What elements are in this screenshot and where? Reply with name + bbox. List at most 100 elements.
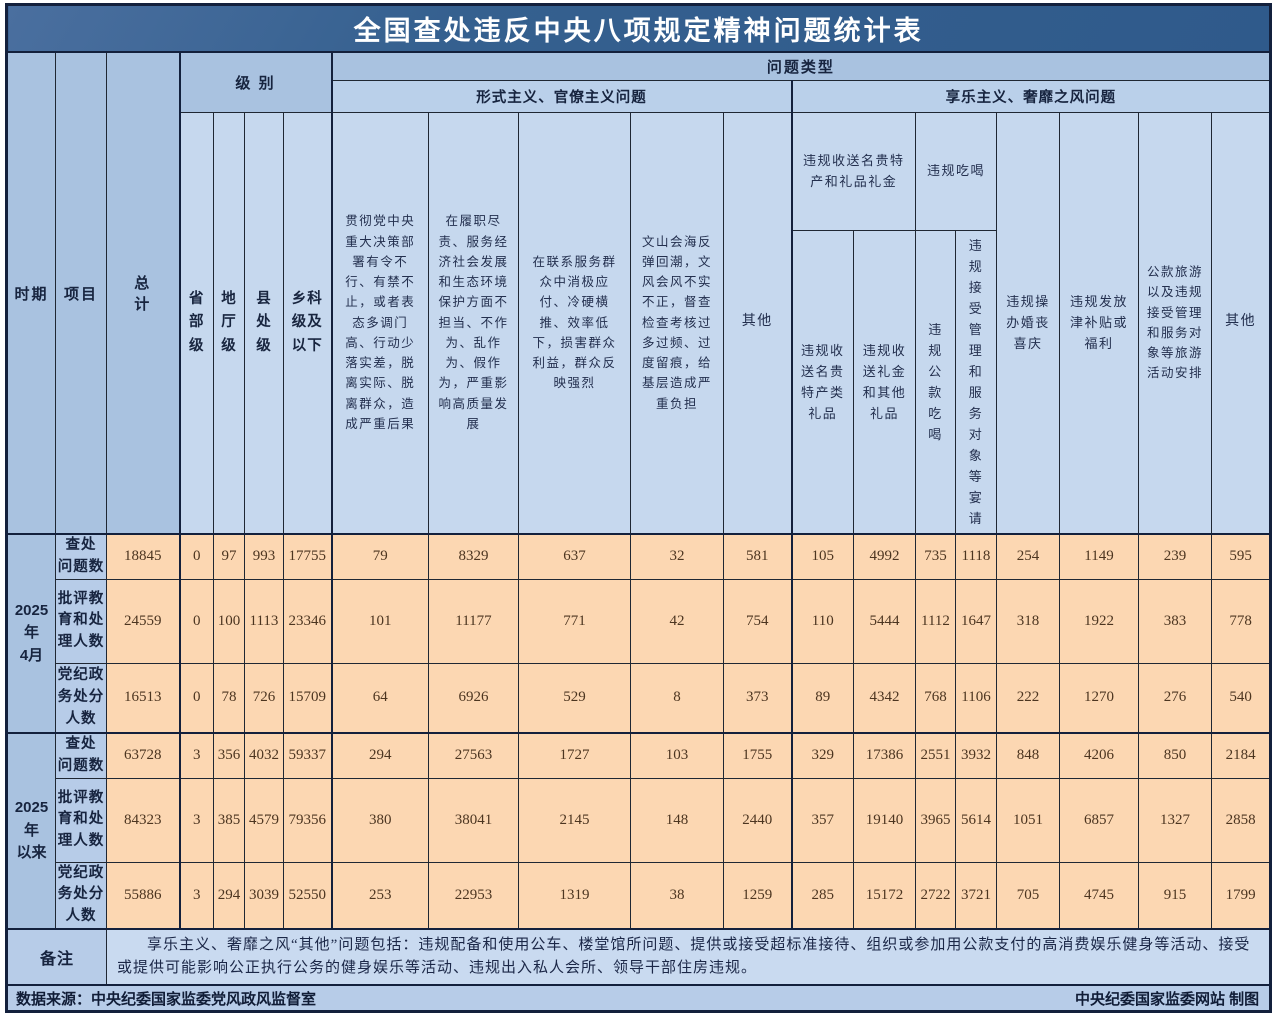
data-cell: 0 [178,662,214,734]
data-cell: 38 [630,861,724,930]
header-level-province: 省部级 [178,111,214,535]
data-cell: 2551 [915,732,956,779]
data-cell: 1118 [955,533,997,580]
data-cell: 22953 [428,861,519,930]
header-formalism-group: 形式主义、官僚主义问题 [330,79,792,113]
data-cell: 4579 [244,777,284,863]
header-gift-group: 违规收送名贵特产和礼品礼金 [790,111,916,231]
header-allowances: 违规发放津补贴或福利 [1059,111,1139,535]
data-cell: 726 [244,662,284,734]
data-cell: 1270 [1059,662,1139,734]
data-cell: 373 [723,662,792,734]
data-cell: 1106 [955,662,997,734]
header-gift-specialty: 违规收送名贵特产类礼品 [790,229,854,535]
data-cell: 735 [915,533,956,580]
data-cell: 23346 [283,578,332,664]
row-label-cell: 党纪政 务处分 人数 [55,861,107,930]
header-dining-public-funds: 违规公款吃喝 [915,229,956,535]
row-label-cell: 党纪政 务处分 人数 [55,662,107,734]
data-cell: 239 [1138,533,1212,580]
header-level-prefecture: 地厅级 [213,111,245,535]
data-cell: 3932 [955,732,997,779]
row-label-cell: 查处 问题数 [55,732,107,779]
data-cell: 5614 [955,777,997,863]
note-text: 享乐主义、奢靡之风“其他”问题包括：违规配备和使用公车、楼堂馆所问题、提供或接受… [105,927,1272,986]
header-gift-money: 违规收送礼金和其他礼品 [853,229,916,535]
header-dining-banquet: 违规接受管理和服务对象等宴请 [955,229,997,535]
data-cell: 19140 [853,777,916,863]
data-cell: 3039 [244,861,284,930]
row-label-cell: 查处 问题数 [55,533,107,580]
header-wedding-funeral: 违规操办婚丧喜庆 [996,111,1060,535]
data-cell: 850 [1138,732,1212,779]
data-cell: 254 [996,533,1060,580]
row-label-cell: 批评教 育和处 理人数 [55,777,107,863]
header-formalism-col-1: 贯彻党中央重大决策部署有令不行、有禁不止，或者表态多调门高、行动少落实差，脱离实… [330,111,429,535]
table-footer: 数据来源：中央纪委国家监委党风政风监督室 中央纪委国家监委网站 制图 [5,984,1272,1013]
data-cell: 101 [330,578,429,664]
data-cell: 1112 [915,578,956,664]
data-cell: 148 [630,777,724,863]
period-cell: 2025年 以来 [6,732,56,930]
data-cell: 1327 [1138,777,1212,863]
data-cell: 64 [330,662,429,734]
header-level-county: 县处级 [244,111,284,535]
data-cell: 38041 [428,777,519,863]
data-cell: 2858 [1210,777,1272,863]
data-cell: 27563 [428,732,519,779]
data-cell: 754 [723,578,792,664]
credit-text: 中央纪委国家监委网站 制图 [1075,990,1260,1008]
data-cell: 3 [178,861,214,930]
header-formalism-other: 其他 [723,111,792,535]
data-cell: 63728 [106,732,180,779]
data-cell: 100 [213,578,245,664]
data-cell: 17755 [283,533,332,580]
header-period: 时期 [6,51,56,535]
data-cell: 6857 [1059,777,1139,863]
data-cell: 380 [330,777,429,863]
data-cell: 79 [330,533,429,580]
data-cell: 2440 [723,777,792,863]
header-formalism-col-4: 文山会海反弹回潮，文风会风不实不正，督查检查考核过多过频、过度留痕，给基层造成严… [630,111,724,535]
data-cell: 1051 [996,777,1060,863]
data-cell: 993 [244,533,284,580]
data-cell: 0 [178,533,214,580]
data-cell: 705 [996,861,1060,930]
data-cell: 55886 [106,861,180,930]
period-cell: 2025年 4月 [6,533,56,734]
data-cell: 84323 [106,777,180,863]
data-cell: 8329 [428,533,519,580]
data-cell: 383 [1138,578,1212,664]
data-cell: 222 [996,662,1060,734]
data-cell: 24559 [106,578,180,664]
data-cell: 4032 [244,732,284,779]
data-cell: 529 [518,662,631,734]
header-level-group: 级 别 [178,51,332,113]
data-cell: 276 [1138,662,1212,734]
data-cell: 1647 [955,578,997,664]
data-cell: 1319 [518,861,631,930]
data-cell: 637 [518,533,631,580]
header-public-travel: 公款旅游以及违规接受管理和服务对象等旅游活动安排 [1138,111,1212,535]
data-cell: 848 [996,732,1060,779]
data-cell: 5444 [853,578,916,664]
header-total: 总 计 [106,51,180,535]
stats-table: 全国查处违反中央八项规定精神问题统计表 时期 项目 总 计 级 别 问题类型 形… [5,3,1273,1013]
data-cell: 89 [790,662,854,734]
data-cell: 52550 [283,861,332,930]
data-cell: 318 [996,578,1060,664]
data-cell: 768 [915,662,956,734]
statistics-table: 全国查处违反中央八项规定精神问题统计表 时期 项目 总 计 级 别 问题类型 形… [5,3,1275,1013]
header-formalism-col-2: 在履职尽责、服务经济社会发展和生态环境保护方面不担当、不作为、乱作为、假作为，严… [428,111,519,535]
row-label-cell: 批评教 育和处 理人数 [55,578,107,664]
data-cell: 15709 [283,662,332,734]
data-source-text: 数据来源：中央纪委国家监委党风政风监督室 [16,990,317,1008]
data-cell: 1113 [244,578,284,664]
data-cell: 105 [790,533,854,580]
data-cell: 329 [790,732,854,779]
data-cell: 0 [178,578,214,664]
data-cell: 771 [518,578,631,664]
data-cell: 3721 [955,861,997,930]
data-cell: 1922 [1059,578,1139,664]
data-cell: 15172 [853,861,916,930]
